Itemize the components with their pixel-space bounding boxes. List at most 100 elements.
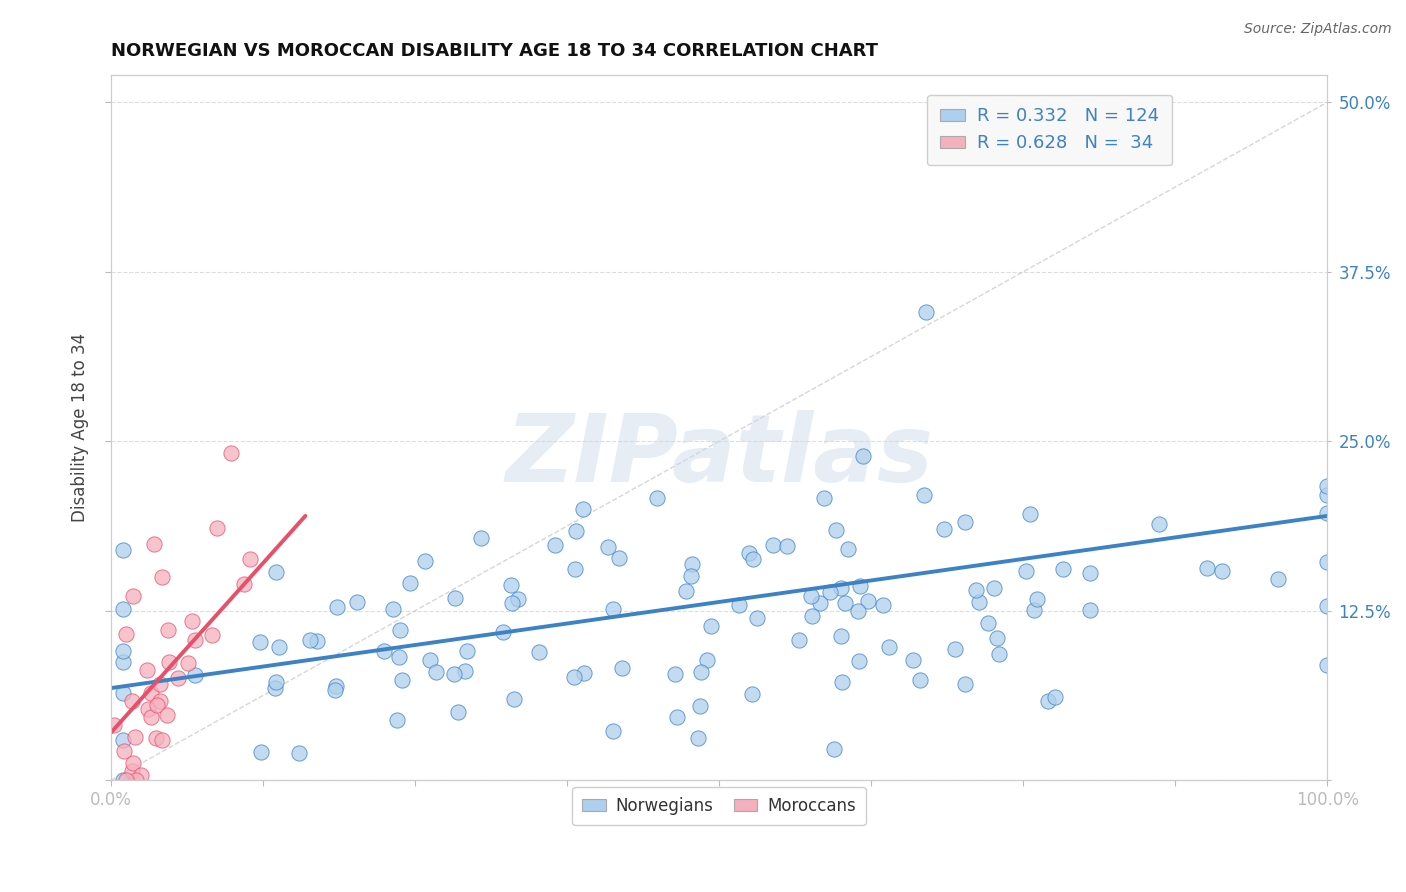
Point [382,602,405,616]
Point [141,686,163,700]
Point [544,538,567,552]
Point [700,619,723,633]
Point [1078,603,1101,617]
Point [679,569,702,583]
Point [115,627,138,641]
Text: NORWEGIAN VS MOROCCAN DISABILITY AGE 18 TO 34 CORRELATION CHART: NORWEGIAN VS MOROCCAN DISABILITY AGE 18 … [111,42,877,60]
Point [425,665,447,680]
Point [602,724,624,739]
Point [1211,564,1233,578]
Point [399,575,422,590]
Point [689,699,711,714]
Point [111,656,134,670]
Point [305,634,328,648]
Point [571,502,593,516]
Point [830,629,852,643]
Point [787,633,810,648]
Point [846,604,869,618]
Point [690,665,713,679]
Point [323,682,346,697]
Point [219,446,242,460]
Point [1316,658,1339,673]
Point [564,562,586,576]
Point [149,677,172,691]
Point [1018,507,1040,521]
Point [986,631,1008,645]
Point [856,593,879,607]
Point [139,710,162,724]
Point [967,595,990,609]
Point [910,673,932,688]
Point [413,554,436,568]
Point [156,708,179,723]
Point [1195,560,1218,574]
Point [1024,603,1046,617]
Point [125,773,148,788]
Point [808,596,831,610]
Point [834,596,856,610]
Point [157,655,180,669]
Point [184,632,207,647]
Point [741,552,763,566]
Point [121,764,143,779]
Point [681,557,703,571]
Point [288,746,311,760]
Point [443,667,465,681]
Point [675,584,697,599]
Point [447,705,470,719]
Point [1036,694,1059,708]
Point [239,552,262,566]
Point [346,595,368,609]
Point [987,647,1010,661]
Point [299,632,322,647]
Point [111,686,134,700]
Point [111,643,134,657]
Point [166,671,188,685]
Point [965,583,987,598]
Point [111,602,134,616]
Point [831,674,853,689]
Point [264,566,287,580]
Point [596,541,619,555]
Point [103,718,125,732]
Y-axis label: Disability Age 18 to 34: Disability Age 18 to 34 [72,334,89,523]
Point [914,305,936,319]
Point [565,524,588,538]
Point [901,653,924,667]
Point [111,733,134,747]
Point [444,591,467,605]
Point [326,600,349,615]
Point [267,640,290,654]
Point [1316,556,1339,570]
Point [943,641,966,656]
Point [506,592,529,607]
Point [122,756,145,771]
Point [983,581,1005,595]
Point [800,608,823,623]
Point [932,522,955,536]
Point [111,773,134,788]
Point [503,691,526,706]
Point [738,545,761,559]
Point [454,664,477,678]
Text: ZIPatlas: ZIPatlas [505,410,934,502]
Point [389,623,412,637]
Point [872,598,894,612]
Point [741,687,763,701]
Point [977,616,1000,631]
Point [824,523,846,537]
Point [385,713,408,727]
Point [250,745,273,759]
Point [953,676,976,690]
Point [266,674,288,689]
Point [129,767,152,781]
Point [145,698,167,712]
Point [953,515,976,529]
Point [136,664,159,678]
Point [664,666,686,681]
Point [1267,572,1289,586]
Point [1316,599,1339,613]
Point [574,665,596,680]
Point [124,731,146,745]
Point [388,649,411,664]
